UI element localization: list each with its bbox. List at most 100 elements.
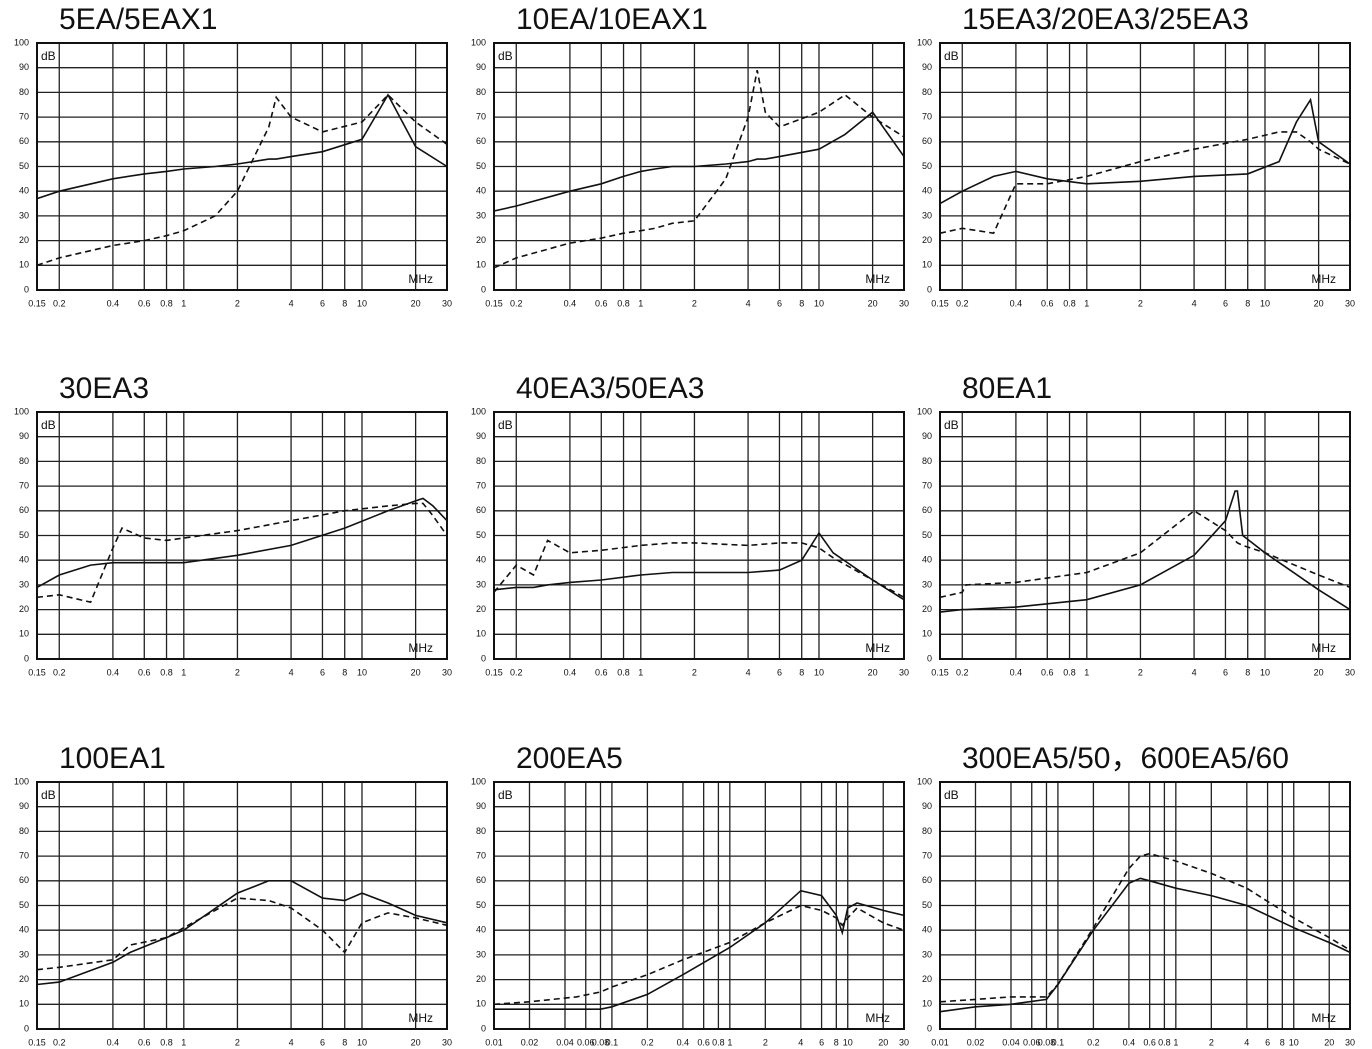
x-tick-label: 0.6 bbox=[595, 667, 608, 677]
x-tick-label: 0.02 bbox=[967, 1037, 985, 1047]
y-axis-label: dB bbox=[498, 49, 513, 63]
y-tick-label: 0 bbox=[24, 653, 29, 663]
y-tick-label: 10 bbox=[922, 999, 932, 1009]
y-tick-label: 70 bbox=[476, 111, 486, 121]
y-tick-label: 10 bbox=[922, 260, 932, 270]
y-tick-label: 0 bbox=[24, 1023, 29, 1033]
x-tick-label: 4 bbox=[1244, 1037, 1249, 1047]
x-tick-label: 1 bbox=[181, 1037, 186, 1047]
y-tick-label: 50 bbox=[922, 161, 932, 171]
x-axis-label: MHz bbox=[865, 1011, 890, 1025]
x-tick-label: 10 bbox=[357, 1037, 367, 1047]
x-tick-label: 30 bbox=[899, 1037, 909, 1047]
x-tick-label: 0.6 bbox=[138, 298, 151, 308]
x-tick-label: 6 bbox=[777, 298, 782, 308]
x-tick-label: 20 bbox=[1314, 298, 1324, 308]
y-tick-label: 60 bbox=[476, 505, 486, 515]
y-tick-label: 90 bbox=[476, 431, 486, 441]
series-line bbox=[493, 531, 905, 601]
chart-title: 100EA1 bbox=[59, 742, 166, 775]
x-tick-label: 8 bbox=[342, 667, 347, 677]
y-tick-label: 80 bbox=[922, 826, 932, 836]
x-tick-label: 0.15 bbox=[931, 667, 949, 677]
chart-title: 300EA5/50，600EA5/60 bbox=[962, 742, 1289, 775]
x-tick-label: 4 bbox=[289, 667, 294, 677]
x-tick-label: 0.4 bbox=[107, 298, 120, 308]
x-tick-label: 0.6 bbox=[697, 1037, 710, 1047]
x-tick-label: 0.15 bbox=[485, 667, 503, 677]
y-tick-label: 50 bbox=[476, 530, 486, 540]
y-tick-label: 20 bbox=[476, 974, 486, 984]
y-tick-label: 10 bbox=[922, 629, 932, 639]
x-tick-label: 0.2 bbox=[956, 298, 969, 308]
series-line bbox=[939, 131, 1351, 235]
x-tick-label: 20 bbox=[868, 298, 878, 308]
series-line bbox=[939, 852, 1351, 1003]
y-tick-label: 100 bbox=[471, 776, 486, 786]
x-tick-label: 1 bbox=[181, 298, 186, 308]
y-tick-label: 0 bbox=[481, 284, 486, 294]
y-tick-label: 60 bbox=[476, 136, 486, 146]
y-tick-label: 100 bbox=[14, 406, 29, 416]
y-tick-label: 80 bbox=[922, 87, 932, 97]
y-axis-label: dB bbox=[944, 788, 959, 802]
y-tick-label: 70 bbox=[19, 111, 29, 121]
x-tick-label: 0.15 bbox=[931, 298, 949, 308]
y-tick-label: 30 bbox=[19, 210, 29, 220]
y-tick-label: 50 bbox=[19, 900, 29, 910]
x-tick-label: 4 bbox=[746, 667, 751, 677]
y-tick-label: 100 bbox=[14, 776, 29, 786]
plot-frame bbox=[493, 781, 905, 1030]
y-axis-label: dB bbox=[41, 418, 56, 432]
x-tick-label: 10 bbox=[1260, 667, 1270, 677]
x-tick-label: 30 bbox=[1345, 298, 1355, 308]
x-tick-label: 6 bbox=[1223, 298, 1228, 308]
y-tick-label: 100 bbox=[917, 776, 932, 786]
y-axis-label: dB bbox=[944, 418, 959, 432]
x-tick-label: 20 bbox=[411, 298, 421, 308]
x-tick-label: 10 bbox=[357, 298, 367, 308]
y-tick-label: 50 bbox=[476, 900, 486, 910]
x-axis-label: MHz bbox=[865, 272, 890, 286]
x-tick-label: 0.4 bbox=[107, 1037, 120, 1047]
x-tick-label: 6 bbox=[320, 298, 325, 308]
x-tick-label: 8 bbox=[799, 667, 804, 677]
x-tick-label: 0.8 bbox=[160, 667, 173, 677]
x-tick-label: 30 bbox=[899, 667, 909, 677]
y-tick-label: 90 bbox=[19, 62, 29, 72]
panel: 5EA/5EAX1 0 10 20 30 40 50 60 70 80 90 100 0.15 0.2 0.… bbox=[14, 3, 452, 308]
y-tick-label: 0 bbox=[481, 653, 486, 663]
y-tick-label: 60 bbox=[922, 875, 932, 885]
y-tick-label: 90 bbox=[19, 431, 29, 441]
y-tick-label: 40 bbox=[19, 186, 29, 196]
y-tick-label: 50 bbox=[922, 530, 932, 540]
x-tick-label: 20 bbox=[868, 667, 878, 677]
x-tick-label: 0.4 bbox=[564, 667, 577, 677]
x-tick-label: 2 bbox=[1209, 1037, 1214, 1047]
panel: 40EA3/50EA3 0 10 20 30 40 50 60 70 80 90 100 0.15 0.2… bbox=[471, 372, 909, 677]
x-tick-label: 0.2 bbox=[510, 667, 523, 677]
panel: 15EA3/20EA3/25EA3 0 10 20 30 40 50 60 70 80 90 100 0… bbox=[917, 3, 1355, 308]
x-tick-label: 0.6 bbox=[138, 667, 151, 677]
y-tick-label: 70 bbox=[19, 480, 29, 490]
plot-frame bbox=[493, 411, 905, 660]
x-tick-label: 20 bbox=[411, 1037, 421, 1047]
series-line bbox=[36, 502, 448, 604]
x-tick-label: 20 bbox=[878, 1037, 888, 1047]
x-tick-label: 1 bbox=[1084, 667, 1089, 677]
y-tick-label: 70 bbox=[922, 480, 932, 490]
x-tick-label: 0.4 bbox=[107, 667, 120, 677]
y-tick-label: 20 bbox=[922, 604, 932, 614]
x-tick-label: 1 bbox=[727, 1037, 732, 1047]
x-tick-label: 0.8 bbox=[160, 1037, 173, 1047]
x-tick-label: 0.8 bbox=[1158, 1037, 1171, 1047]
x-tick-label: 0.1 bbox=[606, 1037, 619, 1047]
y-tick-label: 30 bbox=[19, 949, 29, 959]
x-tick-label: 8 bbox=[1280, 1037, 1285, 1047]
y-tick-label: 20 bbox=[922, 235, 932, 245]
chart-title: 15EA3/20EA3/25EA3 bbox=[962, 3, 1249, 36]
y-tick-label: 0 bbox=[927, 284, 932, 294]
x-tick-label: 10 bbox=[357, 667, 367, 677]
x-tick-label: 30 bbox=[442, 667, 452, 677]
